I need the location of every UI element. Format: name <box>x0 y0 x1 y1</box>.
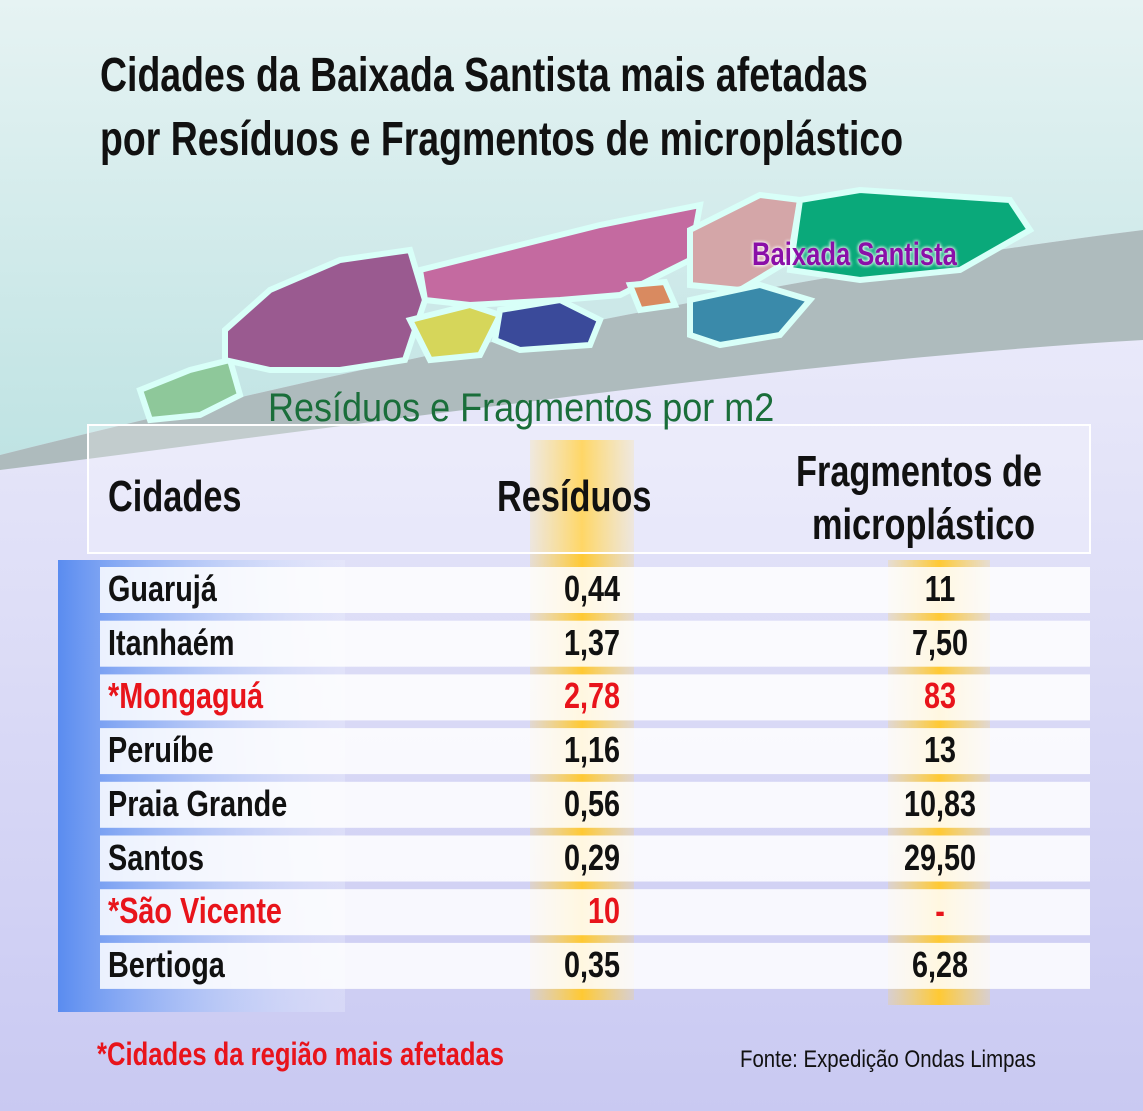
city-cell: Peruíbe <box>108 729 214 771</box>
map-label: Baixada Santista <box>752 236 957 272</box>
residuos-cell: 10 <box>587 890 620 932</box>
residuos-cell: 1,16 <box>563 729 620 771</box>
bg-band <box>0 230 1143 470</box>
fragmentos-cell: 83 <box>923 675 957 717</box>
residuos-cell: 0,44 <box>563 568 620 609</box>
city-cell: Praia Grande <box>108 782 288 824</box>
column-header: Cidades <box>108 472 242 521</box>
table-subtitle: Resíduos e Fragmentos por m2 <box>268 386 775 430</box>
city-cell: Bertioga <box>108 943 225 985</box>
fragmentos-cell: 7,50 <box>911 621 969 663</box>
row-bar <box>100 835 1090 882</box>
residuos-cell: 0,35 <box>563 943 620 985</box>
source: Fonte: Expedição Ondas Limpas <box>740 1046 1036 1073</box>
city-cell: Guarujá <box>108 568 217 609</box>
title-line: Cidades da Baixada Santista mais afetada… <box>100 49 868 102</box>
row-bars <box>100 567 1090 989</box>
fragmentos-cell: 29,50 <box>903 836 977 878</box>
city-cell: Santos <box>108 836 205 878</box>
column-header: Resíduos <box>497 472 652 521</box>
residuos-cell: 1,37 <box>563 621 620 663</box>
row-bar <box>100 567 1090 613</box>
column-header: Fragmentos de <box>796 447 1043 496</box>
column-header: microplástico <box>812 500 1036 549</box>
map <box>136 186 1035 424</box>
residuos-cell: 2,78 <box>563 675 620 717</box>
title-line: por Resíduos e Fragmentos de microplásti… <box>100 113 904 166</box>
header-box <box>87 424 1091 554</box>
row-bar <box>100 781 1090 828</box>
row-bar <box>100 620 1090 667</box>
fragmentos-cell: 10,83 <box>903 782 977 824</box>
row-bar <box>100 674 1090 721</box>
fragmentos-cell: 6,28 <box>911 943 969 985</box>
city-cell: *São Vicente <box>108 890 282 932</box>
footnote: *Cidades da região mais afetadas <box>97 1036 504 1072</box>
city-cell: Itanhaém <box>108 621 235 663</box>
fragmentos-cell: - <box>935 890 945 932</box>
fragmentos-cell: 11 <box>924 568 956 609</box>
row-bar <box>100 728 1090 775</box>
residuos-cell: 0,56 <box>563 782 620 824</box>
city-cell: *Mongaguá <box>108 675 264 717</box>
row-bar <box>100 889 1090 936</box>
residuos-cell: 0,29 <box>563 836 620 878</box>
row-bar <box>100 942 1090 989</box>
fragmentos-cell: 13 <box>923 729 957 771</box>
